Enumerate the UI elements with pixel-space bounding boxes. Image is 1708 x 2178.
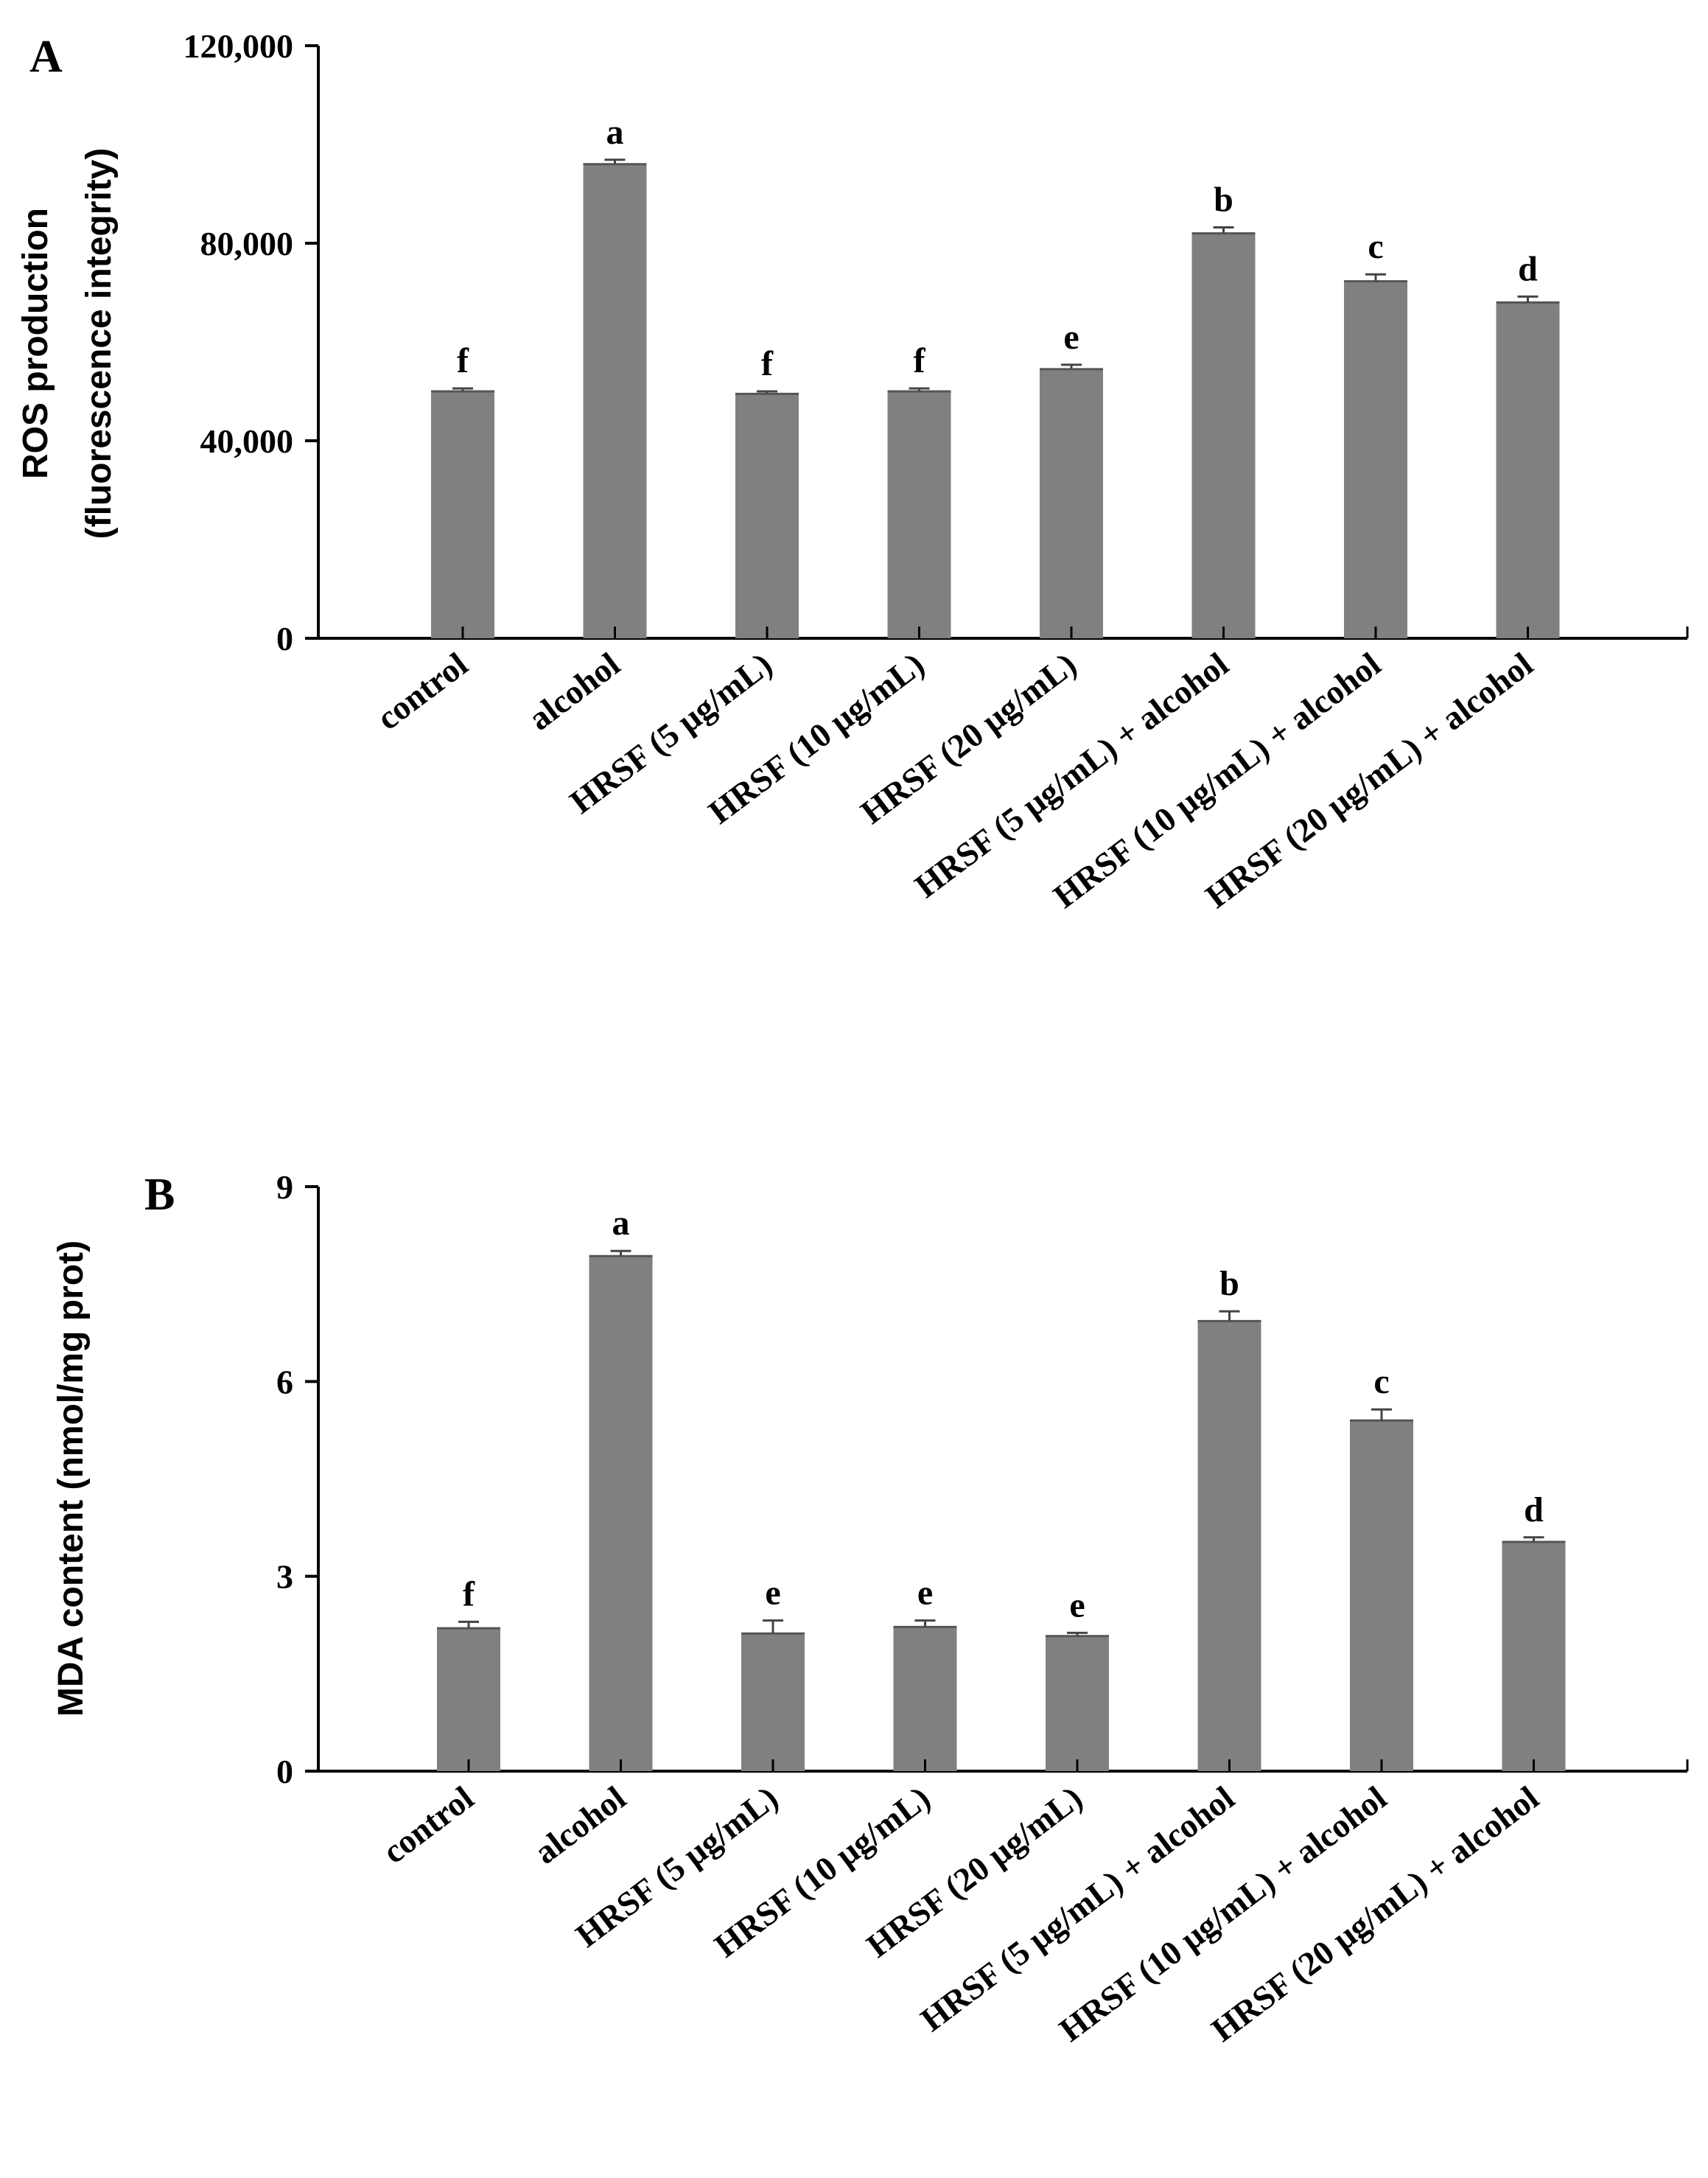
bar	[1040, 369, 1103, 638]
panel-label: B	[144, 1170, 175, 1220]
bar	[589, 1256, 653, 1771]
significance-letter: a	[606, 113, 624, 152]
significance-letter: a	[612, 1204, 630, 1243]
category-label: control	[370, 645, 475, 737]
y-tick-label: 80,000	[200, 225, 294, 262]
panel-label: A	[29, 32, 63, 82]
bar	[893, 1627, 957, 1771]
category-label: alcohol	[528, 1779, 633, 1871]
significance-letter: e	[1063, 318, 1079, 357]
significance-letter: f	[457, 341, 469, 380]
bar	[1496, 302, 1560, 638]
bar	[583, 164, 647, 639]
significance-letter: d	[1518, 249, 1538, 288]
significance-letter: e	[765, 1574, 780, 1613]
bar	[1197, 1321, 1261, 1771]
y-axis-title: ROS production	[16, 208, 55, 479]
significance-letter: c	[1368, 227, 1383, 266]
y-tick-label: 3	[276, 1558, 293, 1596]
significance-letter: e	[1069, 1585, 1085, 1624]
significance-letter: b	[1214, 181, 1233, 220]
significance-letter: d	[1524, 1490, 1544, 1529]
bar	[887, 391, 951, 638]
bar	[1350, 1420, 1413, 1771]
y-tick-label: 0	[276, 1753, 293, 1790]
bar	[1191, 233, 1256, 639]
significance-letter: f	[761, 344, 774, 383]
chart-panel-a: A 0 40,000 80,000 120,000 ROS production (fluo…	[16, 27, 1689, 915]
y-tick-label: 0	[276, 620, 293, 657]
bar	[741, 1633, 805, 1771]
y-tick-label: 40,000	[200, 422, 294, 460]
y-tick-label: 6	[276, 1363, 293, 1400]
significance-letter: f	[914, 341, 926, 380]
significance-letter: c	[1373, 1362, 1389, 1401]
bar	[437, 1628, 500, 1771]
bar	[1502, 1541, 1566, 1771]
significance-letter: b	[1219, 1264, 1239, 1303]
chart-panel-b: B 0 3 6 9 MDA content (nmol/mg prot) f control a…	[52, 1168, 1689, 2049]
y-tick-label: 120,000	[183, 27, 294, 65]
category-label: alcohol	[522, 645, 627, 737]
bar	[735, 394, 799, 638]
significance-letter: f	[463, 1574, 475, 1613]
significance-letter: e	[917, 1574, 933, 1613]
bar	[431, 391, 494, 638]
category-label: control	[376, 1779, 480, 1871]
y-axis-title: MDA content (nmol/mg prot)	[52, 1240, 91, 1717]
bar	[1046, 1636, 1109, 1771]
bar	[1344, 281, 1407, 638]
y-tick-label: 9	[276, 1168, 293, 1206]
y-axis-title: (fluorescence integrity)	[80, 148, 119, 540]
